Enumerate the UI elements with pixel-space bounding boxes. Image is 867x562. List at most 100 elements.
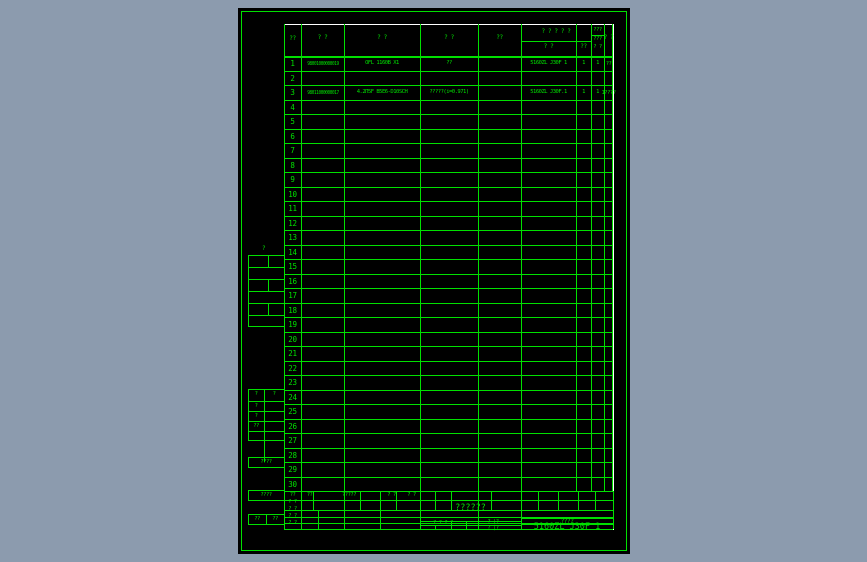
tb-band-v-14 (558, 491, 559, 510)
row-seq: 27 (288, 435, 297, 445)
lm-label-b-l (248, 490, 249, 500)
row-rule-24 (284, 404, 613, 405)
row-rule-20 (284, 346, 613, 347)
tb-company-v2 (435, 525, 436, 529)
tb-band-v-3 (344, 491, 345, 510)
lm-top-rule-5 (248, 315, 284, 316)
qty-group-split-rule (591, 35, 604, 36)
row-qty2: 1 (596, 88, 599, 95)
left-margin-cell-a[interactable]: ? (254, 403, 258, 409)
tb-sheet-label-b: ? |? (487, 525, 499, 531)
tb-band-v-8 (435, 491, 436, 510)
drawing-frame-border (241, 11, 627, 551)
row-seq: 19 (288, 319, 297, 329)
tb-main-v-8 (613, 510, 614, 529)
row-seq: 6 (290, 131, 295, 141)
lm-low-rule-2 (248, 411, 284, 412)
tb-rev-rule-2 (284, 523, 420, 524)
col-rule-7 (591, 24, 592, 491)
left-margin-mark: ? (262, 245, 266, 252)
tb-company-name: ?????? (455, 503, 486, 513)
row-seq: 20 (288, 334, 297, 344)
col-rule-6 (576, 24, 577, 491)
lm-bot-bot (248, 524, 284, 525)
tb-rule-0 (284, 491, 613, 492)
lm-low-mid (264, 389, 265, 440)
lm-top-left (248, 255, 249, 326)
lm-label-b-top (248, 490, 284, 491)
tb-rule-1 (284, 500, 613, 501)
lm-top-mid-1 (268, 255, 269, 267)
lm-bot-l (248, 514, 249, 524)
left-margin-bottom-b[interactable]: ?? (272, 516, 278, 522)
lm-label-a-r (284, 457, 285, 467)
tb-band-v-7 (420, 491, 421, 510)
row-seq: 18 (288, 305, 297, 315)
left-margin-cell-b[interactable]: ? (272, 391, 276, 397)
header-code: ? ? (317, 34, 328, 41)
row-rule-26 (284, 433, 613, 434)
left-margin-cell-a[interactable]: ?? (253, 423, 259, 429)
tb-rev-cell[interactable]: ? ? (288, 520, 297, 526)
row-seq: 13 (288, 232, 297, 242)
left-margin-cell-a[interactable]: ? (254, 391, 258, 397)
lm-top-rule-0 (248, 255, 284, 256)
col-rule-5 (521, 24, 522, 491)
lm-bot-mid (266, 514, 267, 524)
col-rule-4 (478, 24, 479, 491)
row-seq: 22 (288, 363, 297, 373)
tb-band-v-2 (313, 491, 314, 510)
row-seq: 30 (288, 479, 297, 489)
lm-low-left (248, 389, 249, 440)
lm-top-rule-6 (248, 326, 284, 327)
header-qty-group: ??? (593, 27, 602, 33)
tb-rev-header-3: ? ? (387, 492, 396, 498)
tb-rev-cell[interactable]: ? ? (288, 506, 297, 512)
row-rule-15 (284, 274, 613, 275)
row-seq: 21 (288, 348, 297, 358)
lm-top-mid-3 (268, 303, 269, 315)
tb-rev-header-4: ? ? (407, 492, 416, 498)
row-rule-13 (284, 245, 613, 246)
left-margin-cell-a[interactable]: ? (254, 413, 258, 419)
tb-band-v-16 (595, 491, 596, 510)
row-seq: 11 (288, 203, 297, 213)
lm-low-rule-0 (248, 389, 284, 390)
row-rule-21 (284, 361, 613, 362)
lm-top-right (284, 255, 285, 326)
row-seq: 10 (288, 189, 297, 199)
col-rule-2 (344, 24, 345, 491)
tb-rev-cell[interactable]: ? ? (288, 499, 297, 505)
lm-low-rule-4 (248, 431, 284, 432)
header-supplier-group: ? ? ? ? ? (541, 28, 571, 35)
row-rule-14 (284, 259, 613, 260)
tb-rev-header-2: ????? (341, 492, 357, 498)
tb-rev-header-1: ?? (306, 492, 313, 498)
header-supplier-b: ?? (580, 43, 587, 50)
lm-top-rule-2 (248, 279, 284, 280)
tb-band-v-6 (396, 491, 397, 510)
row-seq: 29 (288, 464, 297, 474)
left-margin-label-a: ???? (260, 459, 272, 465)
row-seq: 8 (290, 160, 295, 170)
col-rule-8 (604, 24, 605, 491)
row-rule-4 (284, 114, 613, 115)
tb-rule-5 (284, 529, 613, 530)
lm-low-rule-3 (248, 421, 284, 422)
tb-drawing-title: ???? (560, 518, 574, 525)
tb-rev-rule-1 (284, 517, 420, 518)
row-rule-8 (284, 172, 613, 173)
lm-label-b-bot (248, 500, 284, 501)
row-rule-2 (284, 85, 613, 86)
row-rule-10 (284, 201, 613, 202)
lm-top-mid-2 (268, 279, 269, 291)
row-seq: 4 (290, 102, 295, 112)
tb-sheet-label-a: ? |? (487, 519, 499, 525)
row-rule-3 (284, 100, 613, 101)
row-remark: 1???? (601, 89, 616, 96)
tb-rev-cell[interactable]: ? ? (288, 513, 297, 519)
tb-band-v-12 (521, 491, 522, 510)
header-qty-sub: ??? (593, 36, 602, 42)
left-margin-bottom-a[interactable]: ?? (254, 516, 260, 522)
